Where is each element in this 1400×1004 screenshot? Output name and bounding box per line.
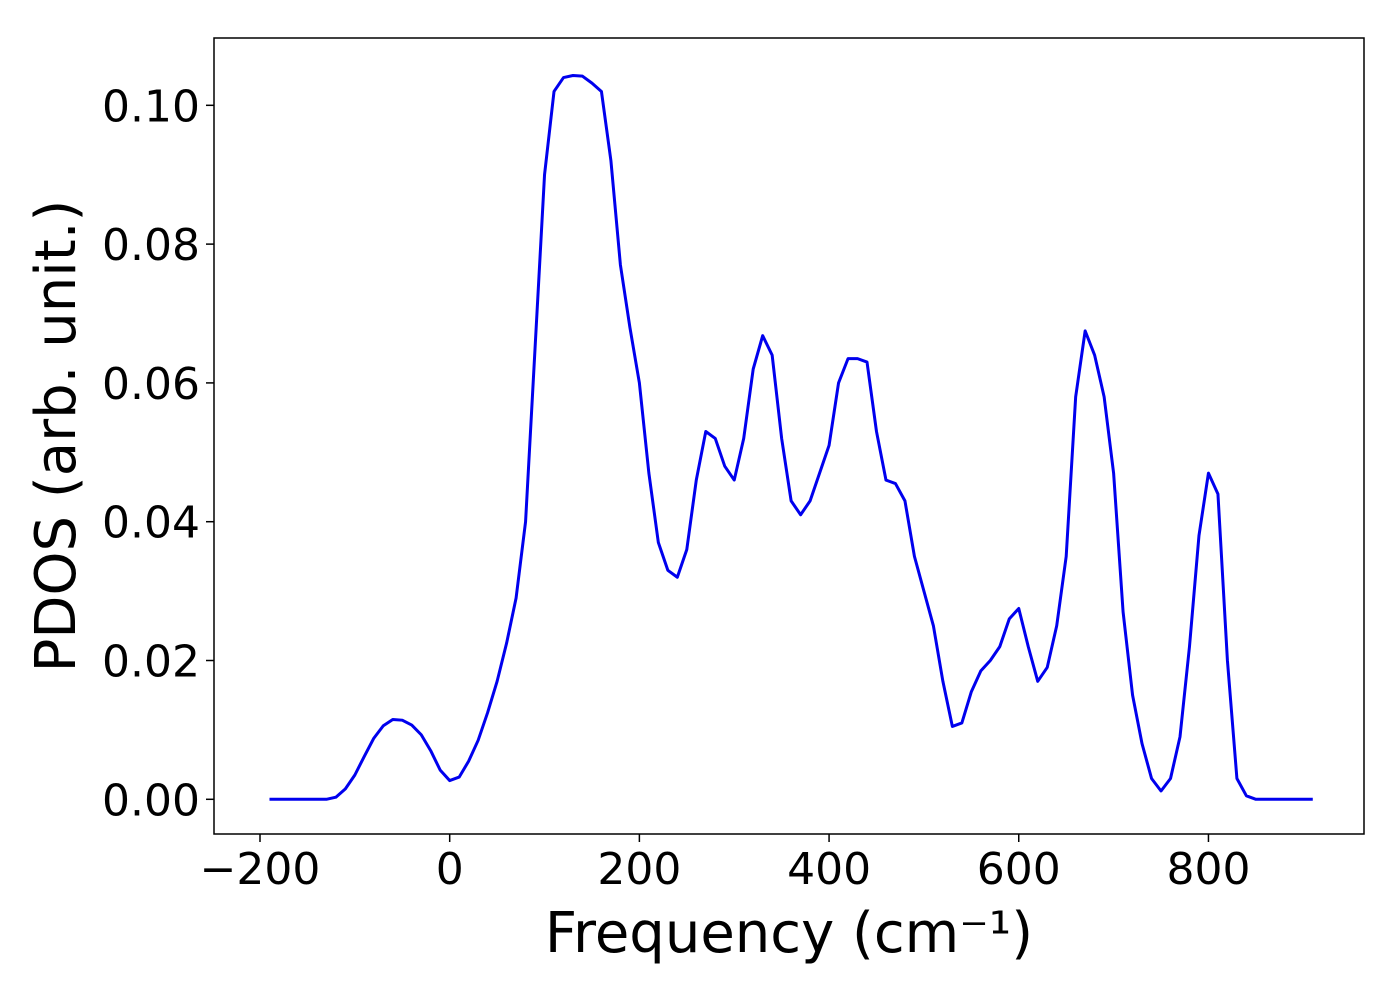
y-axis-label: PDOS (arb. unit.) [24, 200, 89, 673]
x-tick-label: 0 [436, 844, 464, 895]
x-tick-label: 400 [787, 844, 871, 895]
x-tick-label: −200 [200, 844, 321, 895]
y-tick-label: 0.10 [102, 81, 200, 132]
x-tick-label: 200 [597, 844, 681, 895]
y-tick-label: 0.06 [102, 359, 200, 410]
y-tick-label: 0.08 [102, 220, 200, 271]
x-axis-label: Frequency (cm⁻¹) [545, 901, 1033, 966]
data-line [269, 73, 1313, 801]
y-tick-label: 0.02 [102, 637, 200, 688]
x-tick-label: 600 [977, 844, 1061, 895]
y-tick-label: 0.00 [102, 775, 200, 826]
x-tick-label: 800 [1166, 844, 1250, 895]
y-tick-label: 0.04 [102, 498, 200, 549]
plot-frame [213, 37, 1365, 835]
